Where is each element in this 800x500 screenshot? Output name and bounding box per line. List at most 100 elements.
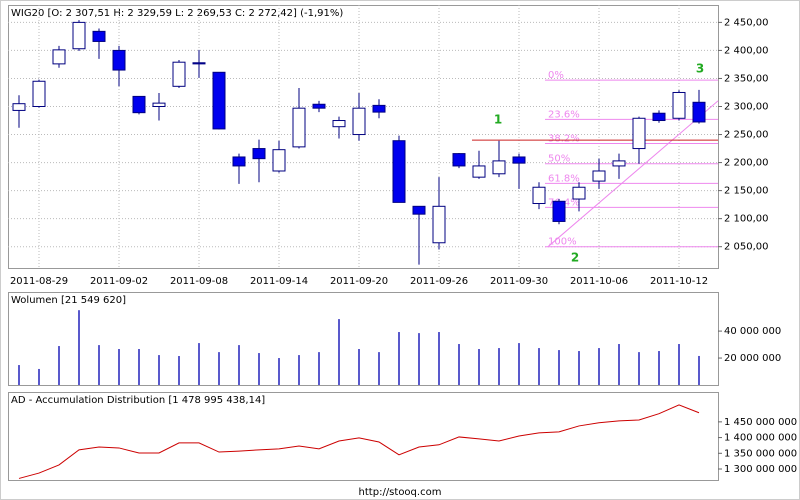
volume-bar (358, 349, 360, 385)
volume-bar (518, 343, 520, 385)
volume-bar (278, 358, 280, 385)
volume-bar (678, 344, 680, 385)
volume-bar (458, 344, 460, 385)
volume-bar (118, 349, 120, 385)
candle-body (372, 104, 386, 113)
candle-body (512, 156, 526, 164)
y-tick-label: 2 100,00 (724, 214, 769, 225)
panel (8, 292, 719, 386)
trendline (547, 100, 719, 248)
volume-bar (698, 355, 700, 385)
y-tick-label: 2 150,00 (724, 186, 769, 197)
x-tick-label: 2011-09-30 (490, 276, 548, 287)
ad-line (18, 404, 700, 479)
y-tick-label: 2 200,00 (724, 158, 769, 169)
x-tick-label: 2011-09-26 (410, 276, 468, 287)
x-tick-label: 2011-10-06 (570, 276, 628, 287)
volume-bar (578, 351, 580, 385)
candle-body (52, 49, 66, 65)
volume-bar (338, 319, 340, 385)
annotation: 3 (696, 62, 704, 76)
y-tick-label: 1 350 000 000 (724, 448, 797, 459)
volume-bar (198, 343, 200, 385)
candle-body (232, 156, 246, 167)
fib-label: 38.2% (548, 134, 580, 145)
volume-bar (78, 310, 80, 385)
y-tick-label: 2 250,00 (724, 130, 769, 141)
volume-bar (38, 368, 40, 385)
candle-body (172, 61, 186, 87)
volume-bar (618, 344, 620, 385)
volume-bar (218, 352, 220, 385)
y-tick-label: 2 400,00 (724, 45, 769, 56)
candle-body (272, 149, 286, 172)
x-tick-label: 2011-09-20 (330, 276, 388, 287)
candle-body (292, 107, 306, 148)
panel (8, 5, 719, 269)
candle-body (452, 153, 466, 167)
volume-bar (238, 345, 240, 385)
candle-body (212, 71, 226, 130)
fib-label: 61.8% (548, 173, 580, 184)
x-tick-label: 2011-09-02 (90, 276, 148, 287)
candle-body (672, 91, 686, 119)
candle-body (312, 103, 326, 109)
volume-bar (418, 333, 420, 385)
annotation: 1 (494, 113, 502, 127)
volume-bar (138, 349, 140, 385)
fib-label: 100% (548, 237, 577, 248)
y-tick-label: 20 000 000 (724, 353, 781, 364)
y-tick-label: 2 300,00 (724, 101, 769, 112)
candle-body (592, 170, 606, 182)
fib-label: 0% (548, 70, 564, 81)
volume-bar (498, 348, 500, 385)
candle-body (92, 30, 106, 42)
volume-bar (598, 348, 600, 385)
fib-label: 50% (548, 154, 570, 165)
panel-title: Wolumen [21 549 620] (11, 295, 126, 306)
annotation: 2 (571, 251, 579, 265)
volume-bar (638, 352, 640, 385)
candle-body (112, 49, 126, 71)
volume-bar (158, 355, 160, 385)
volume-bar (558, 350, 560, 385)
candle-body (552, 200, 566, 222)
volume-bar (318, 352, 320, 385)
candle-body (412, 205, 426, 215)
volume-bar (438, 332, 440, 385)
y-tick-label: 2 050,00 (724, 242, 769, 253)
candle-body (392, 140, 406, 203)
volume-bar (258, 353, 260, 385)
candle-body (12, 103, 26, 111)
volume-bar (658, 351, 660, 385)
x-tick-label: 2011-09-08 (170, 276, 228, 287)
candle-body (692, 101, 706, 123)
volume-bar (478, 349, 480, 385)
footer: http://stooq.com (359, 487, 442, 498)
volume-bar (378, 352, 380, 385)
panel (8, 392, 719, 481)
x-tick-label: 2011-10-12 (650, 276, 708, 287)
x-tick-label: 2011-08-29 (10, 276, 68, 287)
panel-title: WIG20 [O: 2 307,51 H: 2 329,59 L: 2 269,… (11, 8, 343, 19)
volume-bar (398, 332, 400, 385)
candle-body (472, 165, 486, 178)
candle-body (192, 62, 206, 65)
y-tick-label: 1 300 000 000 (724, 464, 797, 475)
candle-body (612, 160, 626, 167)
candle-body (632, 117, 646, 150)
y-tick-label: 1 400 000 000 (724, 433, 797, 444)
candle-body (132, 95, 146, 114)
y-tick-label: 1 450 000 000 (724, 417, 797, 428)
y-tick-label: 2 350,00 (724, 73, 769, 84)
candle-body (532, 186, 546, 205)
volume-bar (18, 365, 20, 385)
fib-label: 23.6% (548, 109, 580, 120)
candle-body (572, 186, 586, 200)
volume-bar (178, 356, 180, 385)
candle-body (352, 107, 366, 136)
candle-body (432, 205, 446, 244)
y-tick-label: 40 000 000 (724, 326, 781, 337)
volume-bar (538, 348, 540, 385)
